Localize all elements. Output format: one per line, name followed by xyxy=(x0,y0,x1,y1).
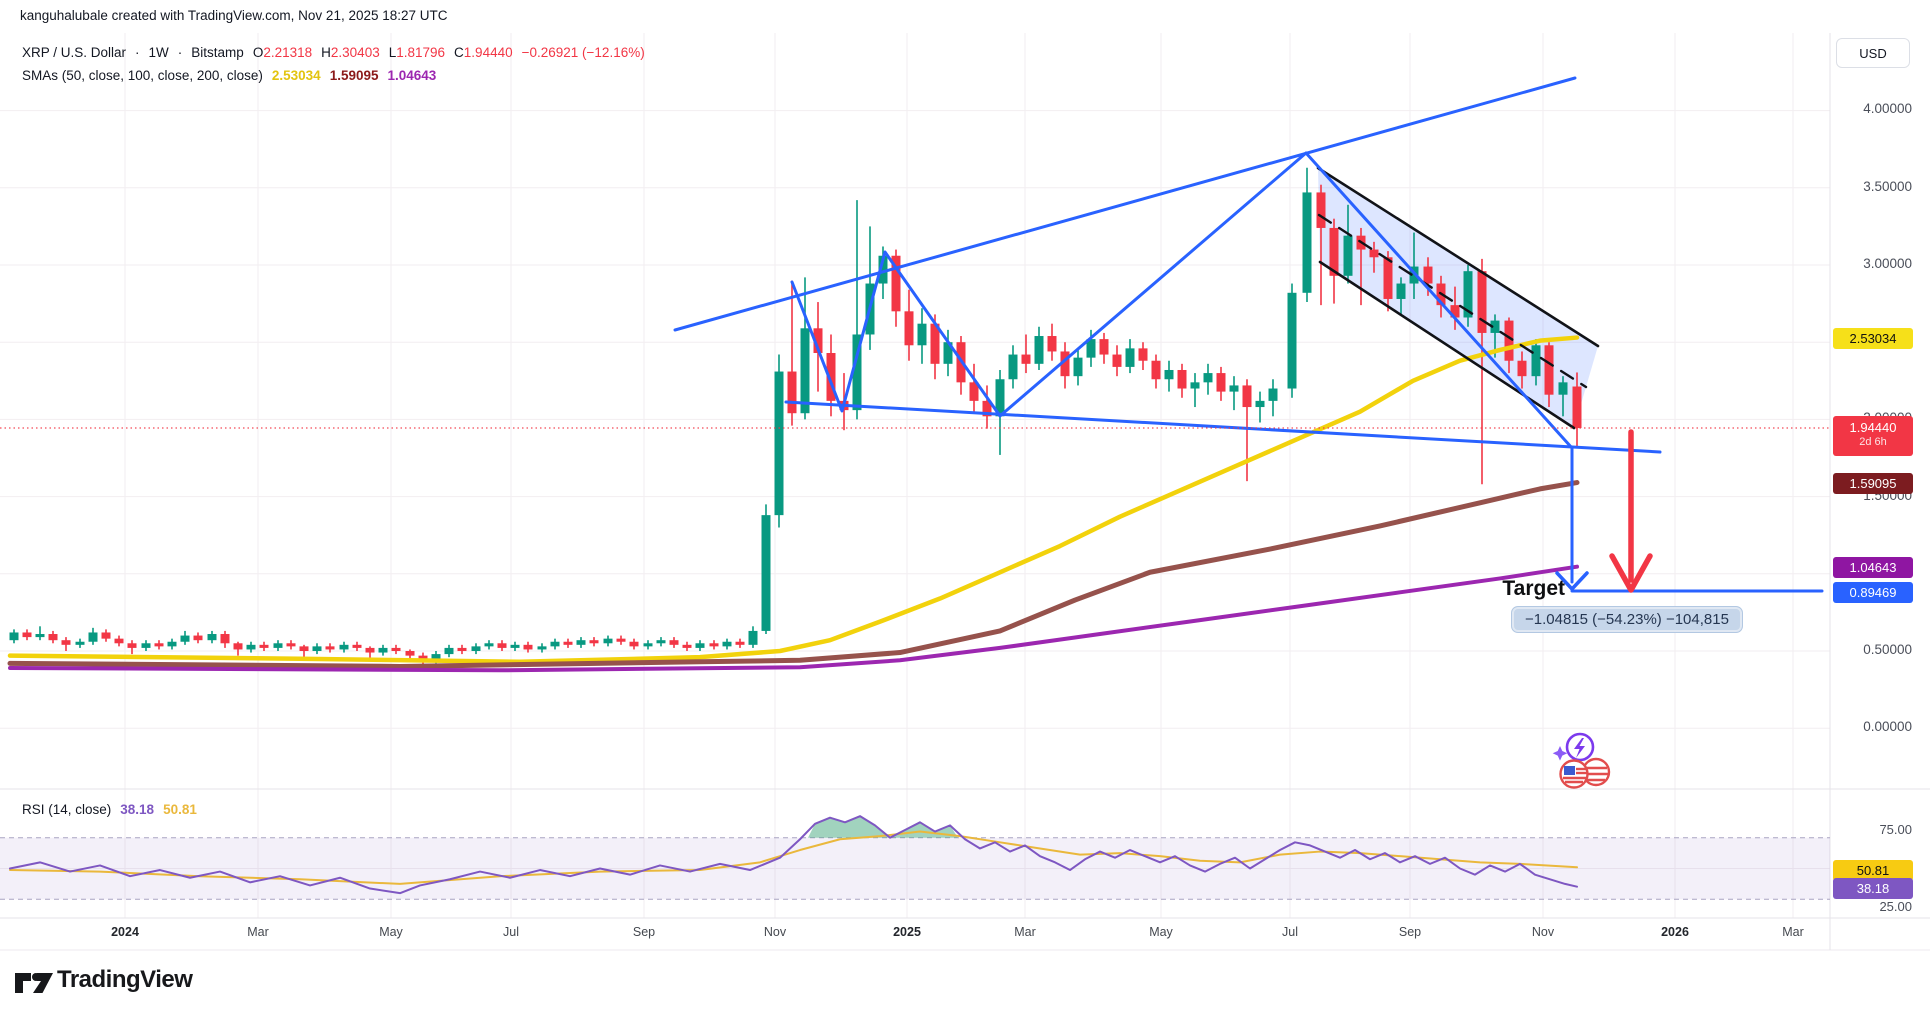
rsi-badge: 50.81 xyxy=(1833,859,1913,881)
time-label: 2025 xyxy=(893,925,921,939)
time-label: Nov xyxy=(1531,925,1555,939)
price-badge: 0.89469 xyxy=(1833,581,1913,603)
ohlc-high: H2.30403 xyxy=(321,45,380,60)
rsi-scale-label: 75.00 xyxy=(1879,822,1912,837)
measure-tooltip: −1.04815 (−54.23%) −104,815 xyxy=(1511,606,1743,633)
price-label: 3.00000 xyxy=(1863,256,1912,271)
time-label: Jul xyxy=(1282,925,1298,939)
price-badge: 1.59095 xyxy=(1833,472,1913,494)
time-label: May xyxy=(1149,925,1173,939)
price-badge: 2.53034 xyxy=(1833,327,1913,349)
time-label: May xyxy=(379,925,403,939)
tradingview-wordmark[interactable]: TradingView xyxy=(57,966,193,993)
price-label: 4.00000 xyxy=(1863,101,1912,116)
interval-label: 1W xyxy=(148,45,169,60)
price-label: 0.50000 xyxy=(1863,642,1912,657)
sma-legend[interactable]: SMAs (50, close, 100, close, 200, close)… xyxy=(22,68,436,83)
lightning-circle-icon xyxy=(1552,732,1595,762)
price-badge: 1.04643 xyxy=(1833,556,1913,578)
rsi-value: 38.18 xyxy=(120,802,155,817)
symbol-title: XRP / U.S. Dollar xyxy=(22,45,127,60)
sma50-value: 2.53034 xyxy=(271,68,321,83)
currency-toggle-button[interactable]: USD xyxy=(1836,38,1910,68)
time-label: Mar xyxy=(247,925,269,939)
flag-circle-icons xyxy=(1559,757,1611,789)
price-badge: 1.94440 2d 6h xyxy=(1833,416,1913,456)
rsi-legend[interactable]: RSI (14, close) 38.18 50.81 xyxy=(22,802,197,817)
time-label: Mar xyxy=(1014,925,1036,939)
tradingview-logo-icon[interactable] xyxy=(13,970,73,1000)
time-label: Sep xyxy=(1398,925,1422,939)
rsi-scale-label: 25.00 xyxy=(1879,899,1912,914)
ohlc-low: L1.81796 xyxy=(388,45,446,60)
rsi-badge: 38.18 xyxy=(1833,877,1913,899)
ohlc-close: C1.94440 xyxy=(454,45,513,60)
sma100-value: 1.59095 xyxy=(329,68,379,83)
target-annotation[interactable]: Target xyxy=(1502,577,1565,600)
time-label: 2024 xyxy=(111,925,139,939)
sma-title: SMAs (50, close, 100, close, 200, close) xyxy=(22,68,263,83)
sticker-icons[interactable] xyxy=(1540,726,1660,806)
exchange-label: Bitstamp xyxy=(191,45,244,60)
time-label: Mar xyxy=(1782,925,1804,939)
price-label: 0.00000 xyxy=(1863,719,1912,734)
change-value: −0.26921 (−12.16%) xyxy=(521,45,645,60)
rsi-title: RSI (14, close) xyxy=(22,802,112,817)
symbol-legend[interactable]: XRP / U.S. Dollar · 1W · Bitstamp O2.213… xyxy=(22,45,645,60)
time-label: Jul xyxy=(503,925,519,939)
sma200-value: 1.04643 xyxy=(387,68,437,83)
attribution-text: kanguhalubale created with TradingView.c… xyxy=(20,8,448,23)
time-label: Sep xyxy=(632,925,656,939)
ohlc-open: O2.21318 xyxy=(252,45,313,60)
rsi-ma-value: 50.81 xyxy=(163,802,197,817)
time-label: Nov xyxy=(763,925,787,939)
price-label: 3.50000 xyxy=(1863,179,1912,194)
time-label: 2026 xyxy=(1661,925,1689,939)
